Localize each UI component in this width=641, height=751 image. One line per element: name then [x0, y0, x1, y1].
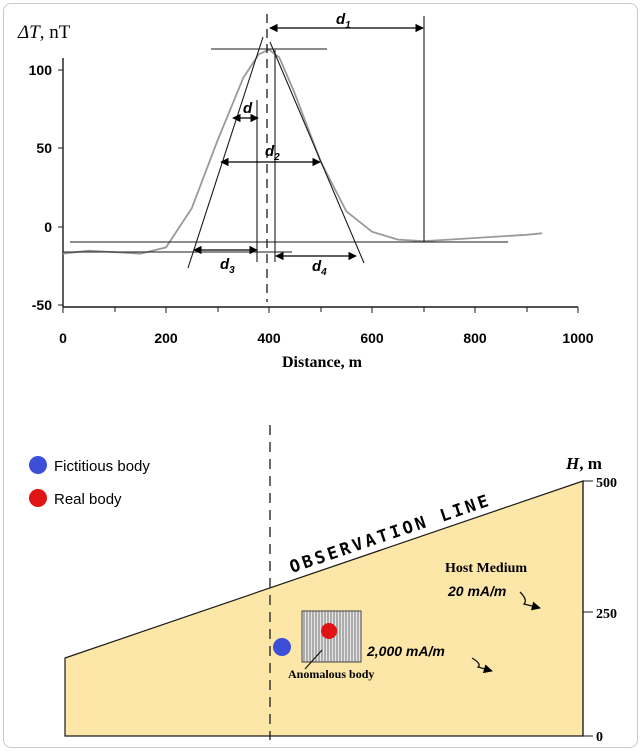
right-flank-line [269, 41, 365, 264]
magnetic-profile-chart: ΔT, nT 100 50 0 -50 0 [17, 11, 594, 371]
x-tick-label-200: 200 [154, 330, 178, 346]
legend-real-label: Real body [54, 491, 122, 508]
y-tick-label-50: 50 [36, 140, 52, 156]
x-tick-label-400: 400 [257, 330, 281, 346]
construction-lines [63, 14, 508, 302]
y-tick-label-0: 0 [44, 219, 52, 235]
host-medium-value: 20 mA/m [447, 583, 506, 599]
body-magnetization-value: 2,000 mA/m [366, 643, 445, 659]
d4-label: d4 [312, 258, 327, 278]
host-medium-region [64, 480, 584, 737]
host-medium-arrow [519, 591, 541, 611]
distance-arrows [193, 23, 424, 261]
x-tick-label-800: 800 [463, 330, 487, 346]
h-tick-label-500: 500 [596, 476, 617, 491]
profile-curve [62, 48, 543, 255]
d1-label: d1 [336, 11, 351, 31]
x-ticks: 0 200 400 600 800 1000 [59, 307, 594, 346]
anomalous-body-pointer [304, 649, 323, 670]
body-magnetization-arrow [471, 657, 493, 674]
y-tick-label-100: 100 [29, 62, 53, 78]
host-medium-label: Host Medium [445, 561, 527, 576]
x-tick-label-600: 600 [360, 330, 384, 346]
d3-label: d3 [220, 256, 235, 276]
x-tick-label-0: 0 [59, 330, 67, 346]
legend-fictitious-label: Fictitious body [54, 458, 150, 475]
y-ticks: 100 50 0 -50 [29, 62, 63, 313]
dc-label: d [243, 100, 253, 117]
y-tick-label-neg50: -50 [32, 297, 52, 313]
left-flank-line [187, 36, 264, 269]
legend-real-marker [29, 489, 47, 507]
x-tick-label-1000: 1000 [562, 330, 593, 346]
y-axis-label: ΔT, nT [17, 22, 71, 43]
anomalous-body-label: Anomalous body [288, 667, 374, 681]
geological-model: 500 250 0 H, m OBSERVATION LINE Fictitio… [29, 425, 617, 745]
fictitious-body-marker [273, 638, 291, 656]
d2-label: d2 [265, 143, 280, 163]
h-tick-label-0: 0 [596, 730, 603, 745]
real-body-marker [321, 623, 337, 639]
h-axis-label: H, m [565, 454, 602, 473]
x-axis-label: Distance, m [282, 354, 363, 371]
h-tick-label-250: 250 [596, 607, 617, 622]
legend-fictitious-marker [29, 456, 47, 474]
